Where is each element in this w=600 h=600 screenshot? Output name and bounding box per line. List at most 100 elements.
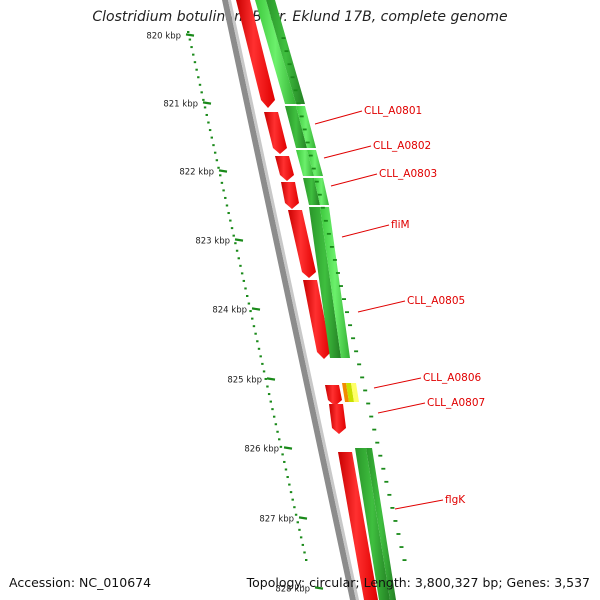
gene-block[interactable]	[355, 448, 390, 600]
kbp-tick-label: 822 kbp	[179, 168, 214, 178]
outer-tick	[323, 219, 328, 222]
ruler-dot	[229, 219, 232, 222]
ruler-dot	[264, 377, 267, 380]
ruler-dot	[284, 468, 288, 471]
ruler-dot	[219, 174, 222, 177]
gene-block[interactable]	[255, 0, 296, 104]
outer-tick	[381, 467, 386, 470]
gene-arrow[interactable]	[338, 452, 378, 600]
ruler-dot	[230, 227, 234, 230]
accession-label: Accession: NC_010674	[9, 575, 152, 590]
ruler-dot	[225, 204, 229, 207]
gene-block[interactable]	[296, 150, 314, 176]
outer-tick	[314, 180, 319, 183]
ruler-dot	[246, 295, 249, 297]
outer-tick	[375, 441, 380, 444]
gene-arrow[interactable]	[264, 112, 287, 154]
ruler-dot	[222, 189, 225, 192]
gene-leader-line	[357, 300, 406, 313]
ruler-dot	[197, 76, 200, 79]
ruler-dot	[262, 370, 266, 373]
ruler-dot	[252, 325, 256, 328]
gene-block[interactable]	[285, 106, 307, 148]
gene-arrow[interactable]	[236, 0, 275, 108]
gene-block[interactable]	[309, 207, 341, 358]
outer-tick	[296, 102, 301, 105]
kbp-tick-label: 824 kbp	[212, 306, 247, 316]
kbp-tick-label: 828 kbp	[275, 585, 310, 595]
gene-block-small[interactable]	[342, 383, 349, 402]
kbp-tick	[202, 101, 212, 105]
kbp-tick-label: 823 kbp	[195, 237, 230, 247]
ruler-dot	[224, 196, 227, 199]
ruler-dot	[232, 234, 235, 237]
ruler-dot	[239, 264, 242, 267]
ruler-dot	[193, 61, 197, 64]
genome-summary: Topology: circular; Length: 3,800,327 bp…	[246, 575, 590, 590]
ruler-dot	[213, 151, 217, 154]
ruler-dot	[281, 453, 284, 456]
outer-tick	[299, 115, 304, 118]
gene-block[interactable]	[320, 207, 350, 358]
gene-block[interactable]	[314, 178, 329, 205]
gene-block-small[interactable]	[351, 383, 359, 402]
ruler-dot	[198, 83, 202, 86]
ruler-dot	[215, 159, 219, 162]
kbp-tick-label: 820 kbp	[146, 32, 181, 42]
gene-block-small[interactable]	[346, 383, 354, 402]
kbp-tick	[314, 586, 324, 590]
gene-label[interactable]: CLL_A0807	[427, 397, 485, 409]
genome-backbone-shadow	[228, 0, 359, 600]
ruler-dot	[274, 423, 278, 426]
gene-arrow[interactable]	[281, 182, 299, 209]
gene-label[interactable]: CLL_A0802	[373, 140, 431, 152]
outer-tick	[317, 193, 322, 196]
gene-label[interactable]: CLL_A0803	[379, 168, 437, 180]
gene-leader-line	[323, 145, 372, 159]
gene-block[interactable]	[303, 178, 320, 205]
outer-tick	[384, 480, 389, 483]
ruler-dot	[192, 53, 195, 56]
ruler-dot	[293, 506, 296, 509]
kbp-tick	[266, 377, 276, 381]
gene-block[interactable]	[366, 448, 396, 600]
kbp-tick-label: 825 kbp	[227, 376, 262, 386]
gene-leader-line	[341, 224, 390, 238]
ruler-dot	[286, 476, 289, 479]
gene-arrow[interactable]	[325, 385, 342, 406]
gene-label[interactable]: fliM	[391, 219, 410, 231]
gene-arrow[interactable]	[329, 404, 346, 434]
ruler-dot	[305, 559, 308, 561]
gene-label[interactable]: flgK	[445, 494, 466, 506]
gene-arrow[interactable]	[275, 156, 294, 181]
outer-tick	[363, 389, 368, 392]
outer-tick	[393, 520, 398, 522]
ruler-dot	[301, 543, 305, 546]
outer-tick	[402, 559, 407, 561]
ruler-dot	[234, 242, 237, 245]
outer-tick	[348, 324, 353, 327]
gene-label[interactable]: CLL_A0805	[407, 295, 465, 307]
ruler-dot	[257, 347, 261, 350]
outer-tick	[305, 141, 310, 144]
ruler-dot	[276, 430, 279, 433]
outer-tick	[332, 259, 337, 261]
gene-block[interactable]	[307, 150, 323, 176]
ruler-dot	[303, 551, 306, 554]
kbp-tick-label: 826 kbp	[244, 445, 279, 455]
ruler-dot	[299, 536, 303, 539]
outer-tick	[390, 507, 395, 509]
ruler-dot	[251, 317, 254, 320]
ruler-dot	[294, 513, 298, 516]
gene-arrow[interactable]	[303, 280, 331, 359]
ruler-dot	[203, 106, 207, 109]
outer-tick	[387, 493, 392, 496]
gene-label[interactable]: CLL_A0806	[423, 372, 482, 384]
gene-arrow[interactable]	[288, 210, 316, 278]
ruler-dot	[259, 355, 262, 358]
gene-label[interactable]: CLL_A0801	[364, 105, 422, 117]
gene-leader-line	[377, 402, 426, 414]
ruler-dot	[249, 310, 252, 313]
ruler-dot	[190, 46, 193, 49]
